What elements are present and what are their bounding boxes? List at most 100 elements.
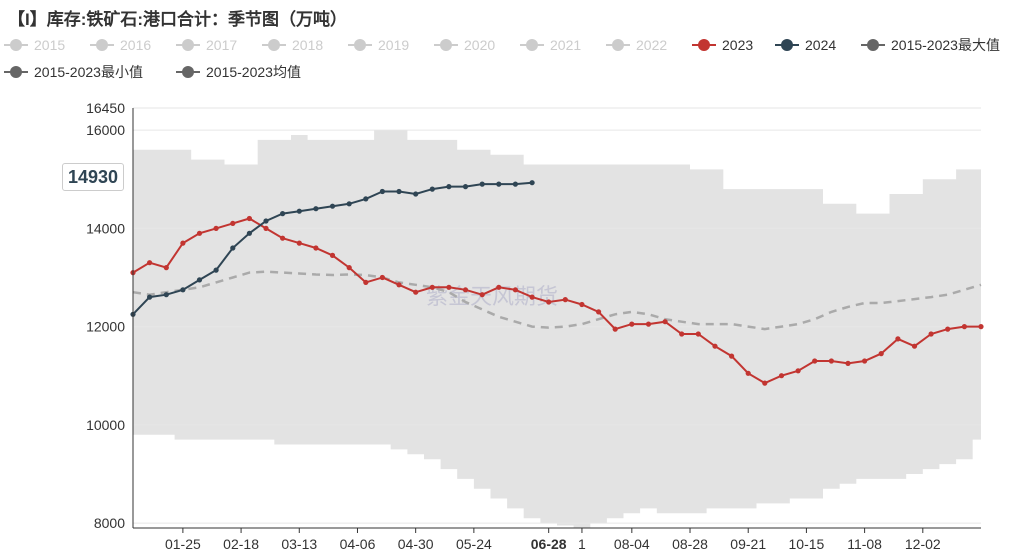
x-tick-label: 02-18 [223, 536, 259, 552]
series-point-2023 [429, 284, 435, 290]
legend-label: 2017 [206, 37, 238, 53]
series-point-2023 [745, 370, 751, 376]
series-layer [130, 180, 984, 386]
legend-item-2021[interactable]: 2021 [520, 34, 581, 56]
legend-item-2015-2023最小值[interactable]: 2015-2023最小值 [4, 61, 143, 83]
series-point-2024 [180, 287, 186, 293]
legend-label: 2015-2023最小值 [34, 64, 143, 80]
legend-item-2016[interactable]: 2016 [90, 34, 151, 56]
legend-item-2020[interactable]: 2020 [434, 34, 495, 56]
series-point-2023 [213, 225, 219, 231]
legend-item-2017[interactable]: 2017 [176, 34, 237, 56]
x-tick-label: 03-13 [281, 536, 317, 552]
last-value-badge: 14930 [62, 163, 124, 191]
legend-symbol-icon [606, 38, 630, 52]
legend-symbol-icon [520, 38, 544, 52]
x-tick-label: 04-06 [340, 536, 376, 552]
legend-symbol-icon [692, 38, 716, 52]
series-point-2023 [512, 287, 519, 293]
series-point-2024 [346, 201, 352, 207]
series-point-2023 [313, 245, 319, 251]
series-point-2023 [945, 326, 951, 332]
series-point-2023 [862, 358, 868, 364]
series-point-2023 [978, 324, 984, 330]
series-point-2024 [479, 181, 485, 187]
min-max-band [133, 130, 981, 528]
series-point-2023 [163, 265, 169, 271]
series-point-2023 [546, 299, 552, 305]
legend-item-2015[interactable]: 2015 [4, 34, 65, 56]
legend-label: 2023 [722, 37, 754, 53]
legend-symbol-icon [4, 65, 28, 79]
series-point-2024 [296, 208, 302, 214]
min-max-band-layer [133, 130, 981, 528]
series-point-2024 [462, 184, 469, 190]
y-tick-label: 12000 [86, 319, 125, 335]
legend-label: 2016 [120, 37, 152, 53]
series-point-2023 [413, 289, 419, 295]
series-point-2024 [496, 181, 502, 187]
series-point-2024 [246, 230, 252, 236]
series-point-2023 [695, 331, 701, 337]
series-point-2024 [329, 203, 336, 209]
legend-symbol-icon [861, 38, 885, 52]
series-point-2023 [529, 294, 535, 300]
series-point-2023 [729, 353, 735, 359]
series-point-2023 [911, 343, 918, 349]
x-tick-label: 08-04 [614, 536, 650, 552]
legend-label: 2015-2023最大值 [891, 37, 1000, 53]
legend-symbol-icon [176, 65, 200, 79]
series-point-2024 [196, 277, 203, 283]
x-tick-label: 04-30 [398, 536, 434, 552]
series-point-2023 [396, 282, 402, 288]
series-point-2023 [263, 225, 269, 231]
series-point-2023 [845, 360, 851, 366]
series-point-2023 [596, 309, 602, 315]
series-point-2023 [778, 373, 785, 379]
series-point-2024 [429, 186, 435, 192]
series-point-2023 [462, 287, 469, 293]
series-point-2023 [878, 351, 884, 357]
series-point-2023 [446, 284, 452, 290]
series-line-2023 [132, 217, 981, 385]
series-point-2023 [662, 319, 668, 325]
legend-label: 2019 [378, 37, 410, 53]
legend-item-2015-2023均值[interactable]: 2015-2023均值 [176, 61, 301, 83]
series-point-2023 [329, 252, 336, 258]
legend-item-2015-2023最大值[interactable]: 2015-2023最大值 [861, 34, 1000, 56]
x-tick-label: 10-15 [789, 536, 825, 552]
legend-item-2023[interactable]: 2023 [692, 34, 753, 56]
series-point-2023 [961, 324, 968, 330]
series-point-2023 [812, 358, 818, 364]
series-point-2023 [679, 331, 685, 337]
series-point-2024 [147, 294, 153, 300]
watermark: 紫金天风期货 [426, 285, 558, 310]
series-point-2023 [230, 220, 236, 226]
series-point-2023 [280, 235, 286, 241]
x-tick-label: 01-25 [165, 536, 201, 552]
legend-item-2022[interactable]: 2022 [606, 34, 667, 56]
legend-item-2018[interactable]: 2018 [262, 34, 323, 56]
legend-label: 2020 [464, 37, 496, 53]
series-point-2023 [379, 274, 385, 281]
series-point-2024 [163, 292, 169, 298]
legend-label: 2021 [550, 37, 582, 53]
y-tick-label: 16000 [86, 122, 125, 138]
legend-symbol-icon [90, 38, 114, 52]
series-point-2023 [479, 292, 485, 298]
y-tick-label: 16450 [86, 100, 125, 116]
series-point-2023 [363, 279, 369, 285]
legend-item-2019[interactable]: 2019 [348, 34, 409, 56]
legend-item-2024[interactable]: 2024 [775, 34, 836, 56]
x-tick-label: 11-08 [847, 536, 882, 552]
legend-label: 2015 [34, 37, 66, 53]
legend-symbol-icon [4, 38, 28, 52]
x-tick-label: 06-28 [531, 536, 567, 552]
series-point-2024 [529, 180, 535, 186]
y-tick-label: 14000 [86, 220, 125, 236]
series-point-2023 [579, 301, 585, 308]
series-point-2024 [313, 206, 319, 212]
series-point-2024 [379, 188, 385, 195]
series-point-2024 [512, 181, 519, 187]
